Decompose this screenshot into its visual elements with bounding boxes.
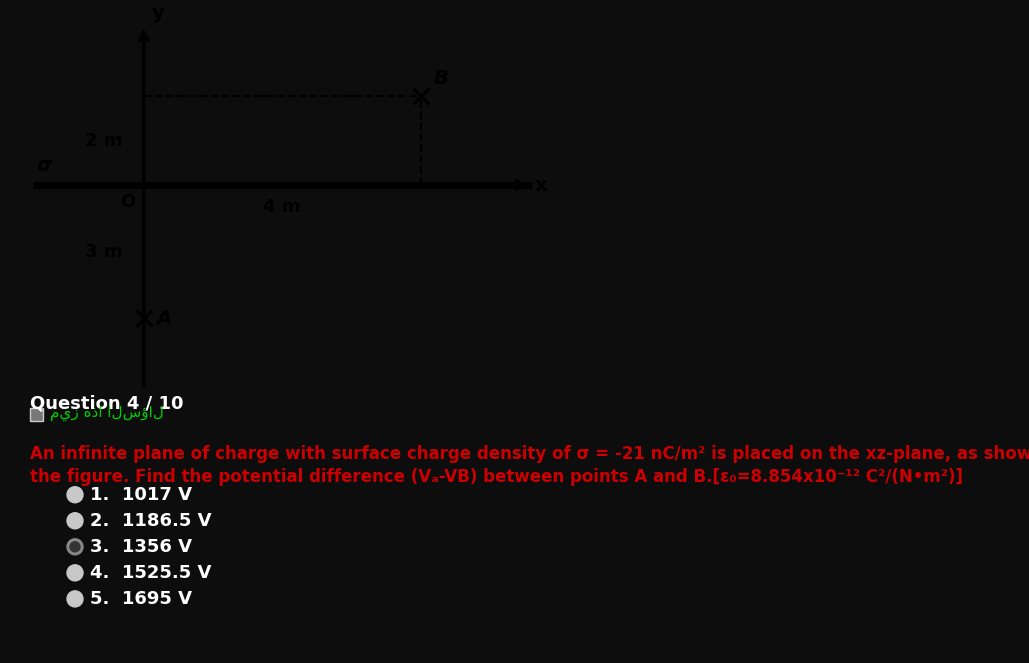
Text: 5.  1695 V: 5. 1695 V — [90, 590, 192, 608]
Text: 2 m: 2 m — [85, 132, 122, 150]
Text: A: A — [156, 308, 171, 328]
Text: O: O — [120, 193, 136, 211]
Text: x: x — [535, 176, 547, 194]
Circle shape — [67, 565, 83, 581]
Circle shape — [67, 539, 83, 555]
Text: the figure. Find the potential difference (Vₐ-VB) between points A and B.[ε₀=8.8: the figure. Find the potential differenc… — [30, 467, 963, 486]
Circle shape — [67, 487, 83, 503]
Circle shape — [70, 542, 80, 552]
Text: 4.  1525.5 V: 4. 1525.5 V — [90, 564, 211, 582]
Text: 4 m: 4 m — [263, 198, 300, 216]
Bar — [30, 408, 43, 420]
Text: ميز هذا السؤال: ميز هذا السؤال — [50, 406, 164, 421]
Text: 2.  1186.5 V: 2. 1186.5 V — [90, 512, 212, 530]
Text: y: y — [152, 4, 165, 23]
Text: 3.  1356 V: 3. 1356 V — [90, 538, 192, 556]
Text: 3 m: 3 m — [85, 243, 122, 261]
Text: σ: σ — [36, 156, 51, 175]
Circle shape — [67, 512, 83, 529]
Text: 1.  1017 V: 1. 1017 V — [90, 486, 192, 504]
Circle shape — [67, 591, 83, 607]
Text: An infinite plane of charge with surface charge density of σ = -21 nC/m² is plac: An infinite plane of charge with surface… — [30, 445, 1029, 463]
Text: Question 4 / 10: Question 4 / 10 — [30, 394, 183, 412]
Text: B: B — [433, 70, 448, 88]
